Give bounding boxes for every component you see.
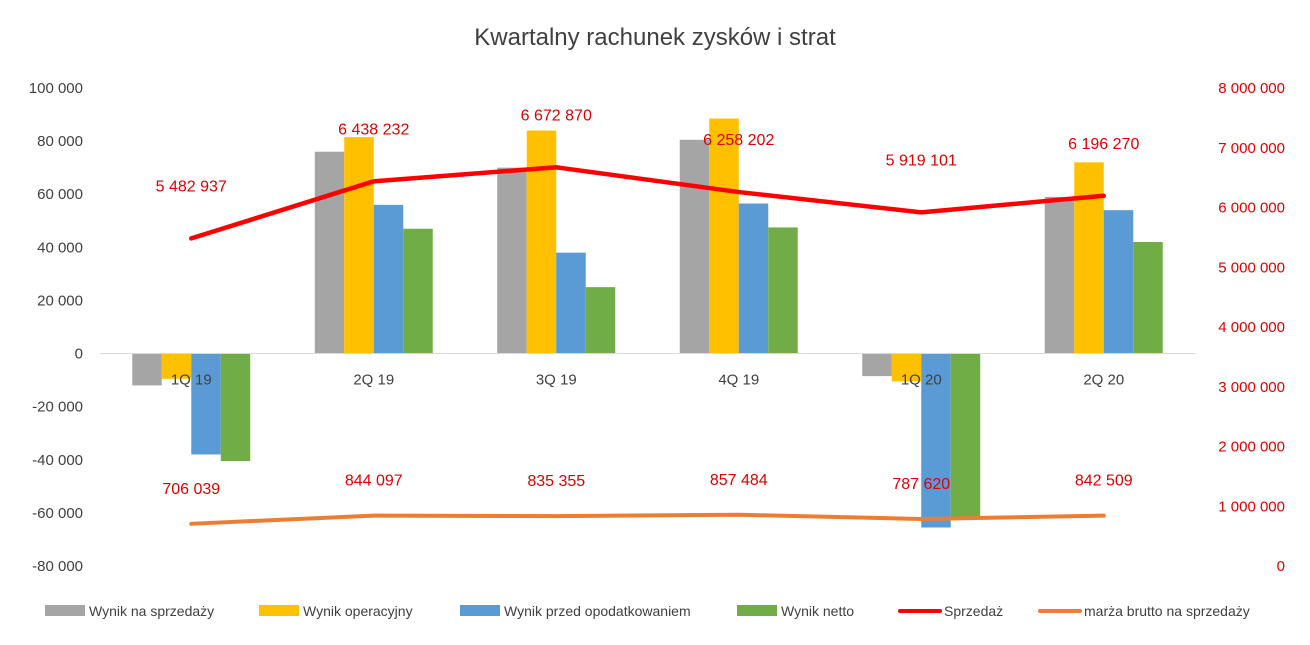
left-tick-label: 60 000 xyxy=(37,186,83,203)
legend-swatch xyxy=(737,605,777,616)
left-tick-label: 100 000 xyxy=(29,80,83,97)
legend-swatch xyxy=(259,605,299,616)
right-tick-label: 6 000 000 xyxy=(1218,200,1285,217)
right-tick-label: 2 000 000 xyxy=(1218,439,1285,456)
data-label: 706 039 xyxy=(162,481,220,498)
bar xyxy=(585,287,616,354)
bar xyxy=(373,204,404,354)
line-series xyxy=(189,165,1106,241)
category-label: 2Q 19 xyxy=(353,372,394,389)
left-tick-label: 20 000 xyxy=(37,292,83,309)
right-tick-label: 1 000 000 xyxy=(1218,498,1285,515)
bar xyxy=(220,353,251,462)
bar xyxy=(891,353,922,382)
bar xyxy=(1074,162,1104,354)
legend-label: Wynik netto xyxy=(781,603,854,619)
bar xyxy=(497,167,527,354)
right-tick-label: 3 000 000 xyxy=(1218,379,1285,396)
bar xyxy=(862,353,892,377)
data-label: 6 258 202 xyxy=(703,132,774,149)
category-label: 4Q 19 xyxy=(718,372,759,389)
data-label: 6 438 232 xyxy=(338,121,409,138)
legend-swatch xyxy=(45,605,85,616)
right-tick-label: 4 000 000 xyxy=(1218,319,1285,336)
right-tick-label: 7 000 000 xyxy=(1218,140,1285,157)
chart-title: Kwartalny rachunek zysków i strat xyxy=(474,24,836,51)
bar xyxy=(191,353,221,455)
bar xyxy=(1103,210,1134,354)
category-label: 1Q 20 xyxy=(901,372,942,389)
bar xyxy=(679,139,710,354)
legend-label: Wynik na sprzedaży xyxy=(89,603,214,619)
left-tick-label: -80 000 xyxy=(32,558,83,575)
bar xyxy=(556,252,586,354)
left-tick-label: 0 xyxy=(75,346,83,363)
data-label: 6 672 870 xyxy=(521,107,592,124)
data-labels: 5 482 937 6 438 232 6 672 870 6 258 202 5 91… xyxy=(156,107,1140,498)
bar xyxy=(344,137,374,354)
left-tick-label: -40 000 xyxy=(32,452,83,469)
bar xyxy=(921,353,951,528)
data-label: 5 482 937 xyxy=(156,178,227,195)
category-label: 3Q 19 xyxy=(536,372,577,389)
right-tick-label: 0 xyxy=(1277,558,1285,575)
bar xyxy=(132,353,162,386)
data-label: 844 097 xyxy=(345,473,403,490)
legend-label: Wynik operacyjny xyxy=(303,603,413,619)
left-tick-label: 80 000 xyxy=(37,133,83,150)
legend-label: marża brutto na sprzedaży xyxy=(1084,603,1250,619)
bar xyxy=(1133,242,1163,354)
left-tick-label: 40 000 xyxy=(37,239,83,256)
data-label: 6 196 270 xyxy=(1068,136,1139,153)
legend-label: Sprzedaż xyxy=(944,603,1003,619)
line-series xyxy=(189,512,1106,526)
category-label: 2Q 20 xyxy=(1083,372,1124,389)
bar xyxy=(768,227,798,354)
left-y-axis: -80 000 -60 000 -40 000 -20 000 0 20 000 40 00… xyxy=(29,80,83,575)
right-tick-label: 5 000 000 xyxy=(1218,259,1285,276)
data-label: 842 509 xyxy=(1075,473,1133,490)
legend-label: Wynik przed opodatkowaniem xyxy=(504,603,691,619)
bar xyxy=(1044,196,1075,354)
bar xyxy=(526,130,557,354)
data-label: 857 484 xyxy=(710,472,768,489)
left-tick-label: -60 000 xyxy=(32,505,83,522)
right-tick-label: 8 000 000 xyxy=(1218,80,1285,97)
data-label: 787 620 xyxy=(892,476,950,493)
bar xyxy=(738,203,769,354)
bar xyxy=(950,353,981,517)
category-label: 1Q 19 xyxy=(171,372,212,389)
legend: Wynik na sprzedaży Wynik operacyjny Wynik … xyxy=(45,603,1250,619)
bar xyxy=(314,151,345,354)
bar xyxy=(161,353,192,379)
data-label: 5 919 101 xyxy=(886,152,957,169)
legend-swatch xyxy=(460,605,500,616)
left-tick-label: -20 000 xyxy=(32,399,83,416)
bar xyxy=(403,228,433,354)
data-label: 835 355 xyxy=(527,473,585,490)
line-series-group xyxy=(189,165,1106,526)
category-labels: 1Q 19 2Q 19 3Q 19 4Q 19 1Q 20 2Q 20 xyxy=(171,372,1124,389)
right-y-axis: 0 1 000 000 2 000 000 3 000 000 4 000 000 5 0… xyxy=(1218,80,1285,575)
bar xyxy=(709,118,739,354)
